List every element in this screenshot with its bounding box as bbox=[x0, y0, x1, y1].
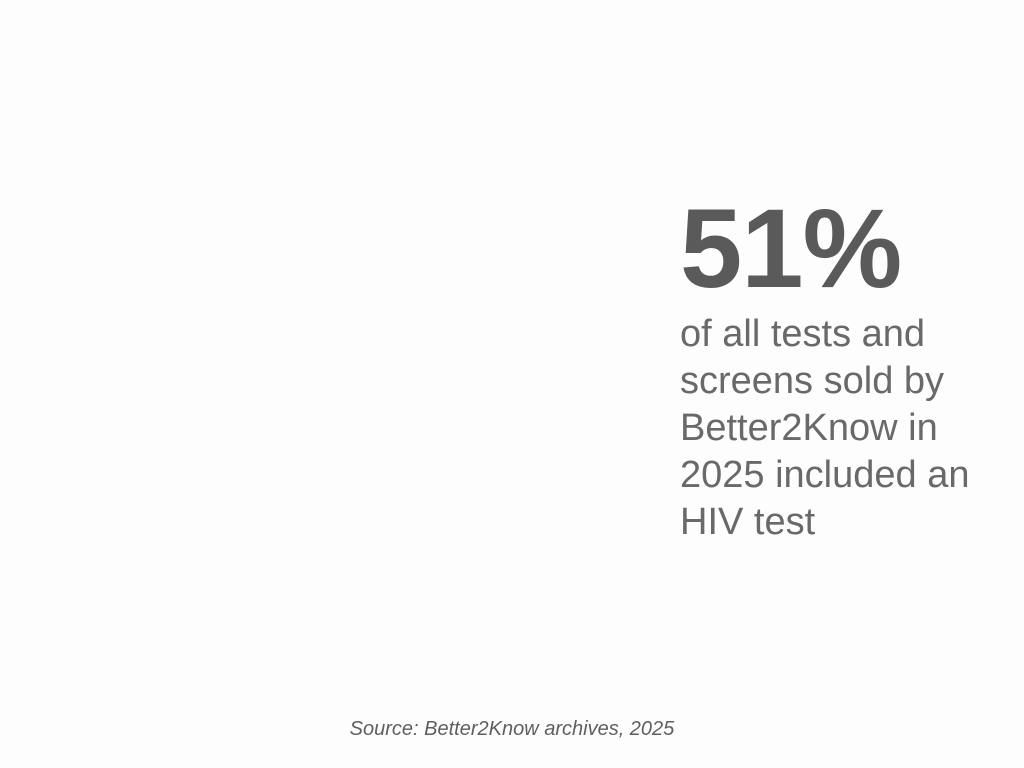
stat-description-line: of all tests and bbox=[680, 313, 926, 355]
stat-description: of all tests and screens sold by Better2… bbox=[680, 311, 990, 546]
stat-description-line: Better2Know in bbox=[680, 407, 938, 449]
stat-description-line: HIV test bbox=[680, 501, 816, 543]
stat-description-line: 2025 included an bbox=[680, 454, 970, 496]
stat-value: 51% bbox=[680, 186, 902, 311]
stat-block: 51% of all tests and screens sold by Bet… bbox=[680, 193, 990, 546]
stat-description-line: screens sold by bbox=[680, 360, 945, 402]
source-caption: Source: Better2Know archives, 2025 bbox=[349, 718, 675, 740]
